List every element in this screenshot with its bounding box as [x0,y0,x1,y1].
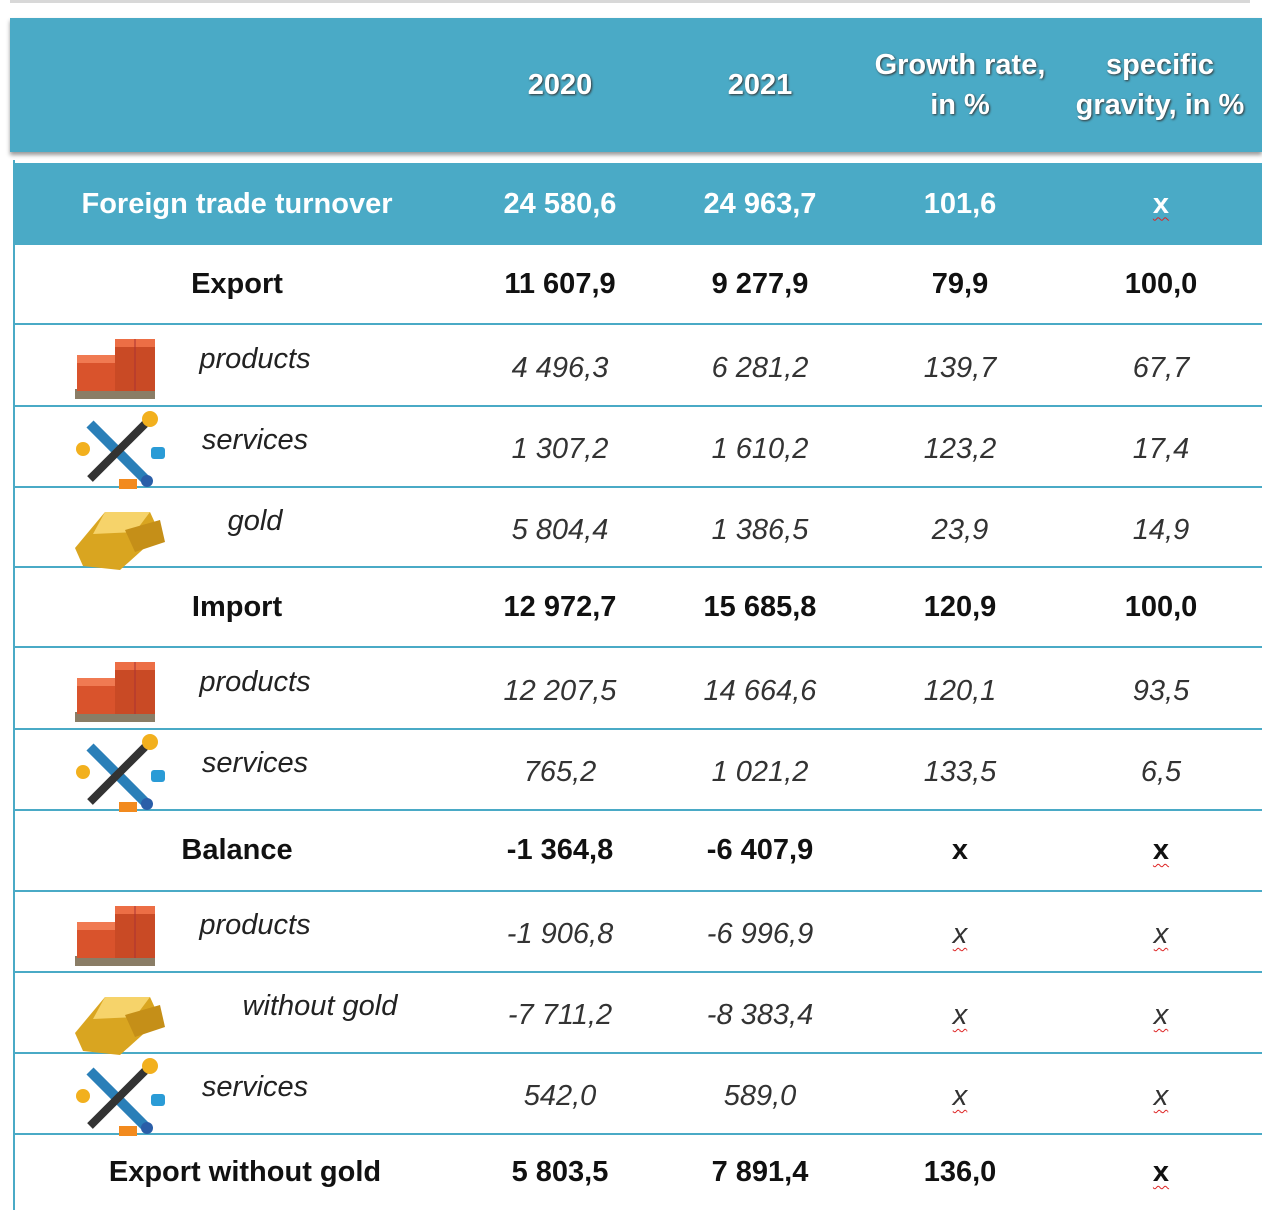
row-label: Import [191,590,283,623]
cell: x [860,892,1060,971]
cell: 93,5 [1132,674,1190,707]
row: products 12 207,5 14 664,6 120,1 93,5 [14,648,1262,730]
cell: 1 386,5 [711,513,809,546]
cell: 7 891,4 [711,1156,809,1188]
cell: x [1060,973,1262,1052]
row: services 765,2 1 021,2 133,5 6,5 [14,730,1262,811]
top-rule [10,0,1250,3]
cell-text: x [1153,999,1169,1031]
cell: 4 496,3 [511,351,609,384]
cell: -1 364,8 [506,834,614,866]
row: gold 5 804,4 1 386,5 23,9 14,9 [14,488,1262,570]
cell-text: x [1153,918,1169,950]
cell: -7 711,2 [507,999,613,1031]
cell: x [1060,892,1262,971]
row-label: Foreign trade turnover [81,187,393,220]
cell: 123,2 [923,433,997,465]
cell: x [860,1054,1060,1133]
cell: 120,1 [923,674,997,707]
row: Balance -1 364,8 -6 407,9 x x [14,811,1262,892]
row-label: Balance [181,834,293,866]
cell-text: x [1152,834,1170,866]
header-cell: 2021 [727,69,793,101]
cell: 5 803,5 [511,1156,609,1188]
row-label: Export [191,267,283,300]
cell: 23,9 [931,513,989,546]
cell: x [1060,811,1262,890]
cell: 12 972,7 [503,590,617,623]
cell: 133,5 [923,756,997,788]
cell: x [1060,1135,1262,1210]
row: services 1 307,2 1 610,2 123,2 17,4 [14,407,1262,488]
row-label: services [201,747,309,779]
cell-text: x [1152,187,1170,220]
header-cell: 2020 [527,69,593,101]
cell: x [951,834,969,866]
row-label: without gold [242,990,398,1022]
cell: 1 021,2 [711,756,809,788]
cell-text: x [952,918,968,950]
row: Export without gold 5 803,5 7 891,4 136,0 x [14,1135,1262,1210]
cell: 24 580,6 [503,187,617,220]
row: services 542,0 589,0 x x [14,1054,1262,1135]
cell: 24 963,7 [703,187,817,220]
cell: 136,0 [923,1156,997,1188]
row-label: products [199,665,311,698]
cell: x [1060,163,1262,245]
cell: 100,0 [1124,267,1198,300]
cell: 9 277,9 [711,267,809,300]
cell: 6,5 [1140,756,1182,788]
cell: 765,2 [523,756,597,788]
cell: 14 664,6 [703,674,817,707]
cell: 12 207,5 [503,674,617,707]
cell: 120,9 [923,590,997,623]
cell: -6 996,9 [706,918,814,950]
cell: 1 307,2 [511,433,609,465]
row: Foreign trade turnover 24 580,6 24 963,7 10… [14,163,1262,245]
cell-text: x [952,999,968,1031]
row-label: services [201,1071,309,1103]
row: Import 12 972,7 15 685,8 120,9 100,0 [14,568,1262,648]
row-label: products [199,342,311,375]
cell: -1 906,8 [506,918,614,950]
header-row: 2020 2021 Growth rate, in % specific gravit… [10,18,1262,152]
cell-text: x [1152,1156,1170,1188]
left-border [13,160,15,1210]
cell: 17,4 [1132,433,1190,465]
cell: x [1060,1054,1262,1133]
cell: 589,0 [723,1080,797,1112]
cell: 6 281,2 [711,351,809,384]
row-label: services [201,424,309,456]
cell: 1 610,2 [711,433,809,465]
cell: 11 607,9 [504,267,616,300]
cell: 15 685,8 [703,590,817,623]
cell-text: x [1153,1080,1169,1112]
row: Export 11 607,9 9 277,9 79,9 100,0 [14,245,1262,325]
cell-text: x [952,1080,968,1112]
row-label: Export without gold [108,1156,382,1188]
cell: 101,6 [923,187,997,220]
cell: 5 804,4 [511,513,609,546]
cell: 67,7 [1132,351,1190,384]
header-cell: specific gravity, in % [1075,49,1245,121]
cell: 100,0 [1124,590,1198,623]
cell: 542,0 [523,1080,597,1112]
row-label: products [199,909,311,941]
cell: -8 383,4 [706,999,814,1031]
cell: x [860,973,1060,1052]
header-cell: Growth rate, in % [874,49,1046,121]
row: without gold -7 711,2 -8 383,4 x x [14,973,1262,1055]
row-label: gold [227,504,283,537]
row: products -1 906,8 -6 996,9 x x [14,892,1262,973]
cell: 14,9 [1132,513,1190,546]
row: products 4 496,3 6 281,2 139,7 67,7 [14,325,1262,407]
cell: 139,7 [923,351,997,384]
cell: -6 407,9 [706,834,814,866]
cell: 79,9 [931,267,989,300]
